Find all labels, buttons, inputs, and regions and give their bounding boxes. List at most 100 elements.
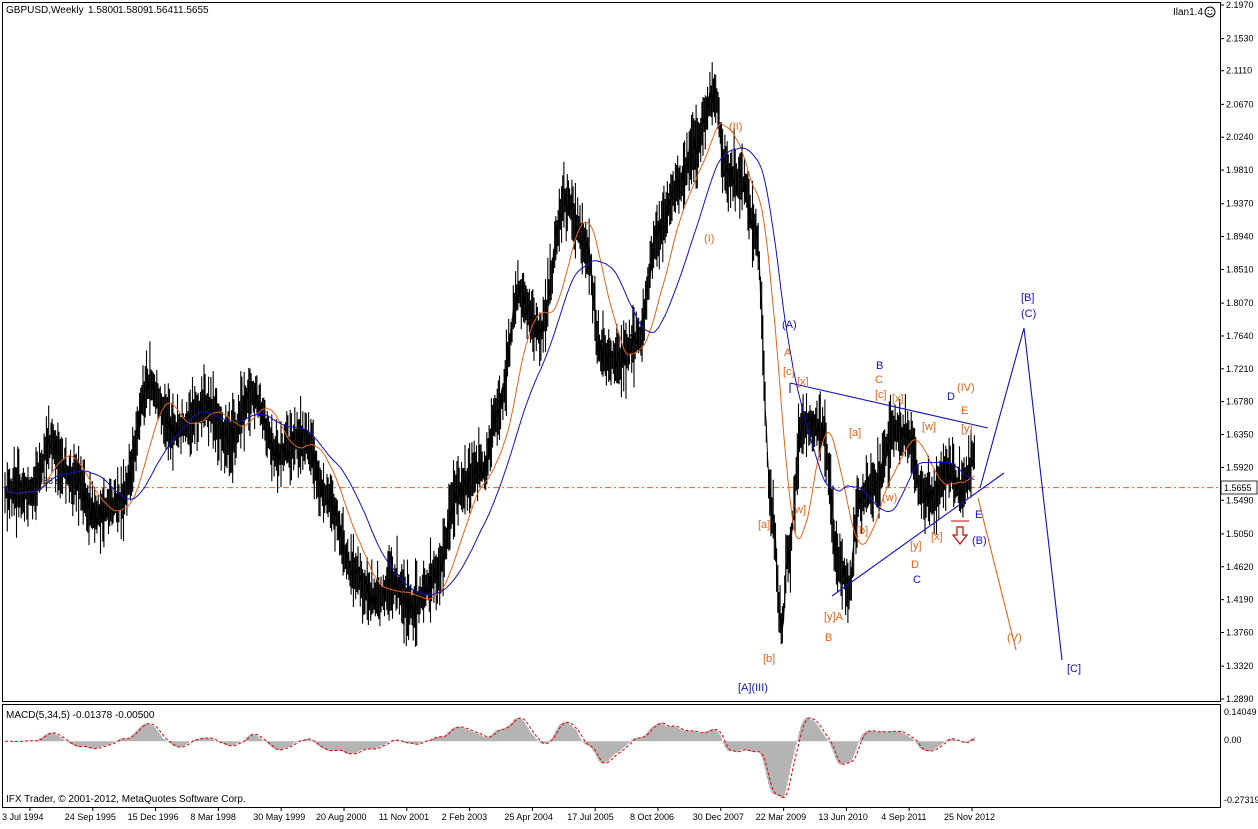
xtick-label: 4 Sep 2011 xyxy=(881,812,926,822)
xtick-label: 8 Mar 1998 xyxy=(190,812,236,822)
header-high: 1.5809 xyxy=(118,5,149,16)
wave-label: (I) xyxy=(704,233,714,245)
ytick-label: 1.9810 xyxy=(1226,165,1254,175)
header-close: 1.5655 xyxy=(178,5,209,16)
ytick-label: 1.3760 xyxy=(1226,628,1254,638)
moving-average-slow xyxy=(4,147,975,596)
xtick-label: 2 Feb 2003 xyxy=(442,812,488,822)
footer-copyright: IFX Trader, © 2001-2012, MetaQuotes Soft… xyxy=(6,794,246,805)
projection-blue-path xyxy=(979,327,1063,661)
xtick-label: 3 Jul 1994 xyxy=(2,812,44,822)
wave-label: [c] xyxy=(783,366,795,378)
header-low: 1.5641 xyxy=(148,5,179,16)
wave-labels-layer: (II)(I)(A)A[c][x]BC[c] [x] D(IV)E[y][a] [w]… xyxy=(704,121,1081,694)
xtick-label: 17 Jul 2005 xyxy=(567,812,614,822)
ytick-label: 1.5490 xyxy=(1226,495,1254,505)
ytick-label: 1.6350 xyxy=(1226,430,1254,440)
wave-label: [b] xyxy=(856,525,868,537)
xtick-label: 11 Nov 2001 xyxy=(379,812,429,822)
xtick-label: 15 Dec 1996 xyxy=(128,812,179,822)
triangle-lower-line xyxy=(831,472,1005,597)
macd-layer xyxy=(5,717,975,799)
main-plot-frame xyxy=(2,2,1221,702)
ytick-label: 1.4190 xyxy=(1226,595,1254,605)
wave-label: [b] xyxy=(763,653,775,665)
price-layer xyxy=(4,62,975,647)
ytick-label: 1.8940 xyxy=(1226,232,1254,242)
wave-label: C xyxy=(875,374,883,386)
ytick-label: 2.1110 xyxy=(1226,66,1252,76)
ytick-label: 2.0670 xyxy=(1226,99,1254,109)
xtick-label: 8 Oct 2006 xyxy=(630,812,674,822)
price-marker-box xyxy=(1220,480,1258,495)
down-arrow-icon xyxy=(951,520,969,545)
ytick-label: 1.2890 xyxy=(1226,694,1254,704)
xtick-label: 20 Aug 2000 xyxy=(316,812,367,822)
ytick-label: 1.3320 xyxy=(1226,661,1254,671)
header-open: 1.5800 xyxy=(88,5,119,16)
wave-label: D xyxy=(947,391,955,403)
ytick-label: 1.7210 xyxy=(1226,364,1254,374)
moving-averages-layer xyxy=(4,123,975,600)
wave-label: [x] xyxy=(892,393,904,405)
wave-label: [a] xyxy=(849,427,861,439)
price-axis: 2.1970 2.1530 2.1110 2.0670 2.0240 1.9810 1.93… xyxy=(1220,0,1254,704)
wave-label: (V) xyxy=(1007,632,1022,644)
wave-label: (B) xyxy=(972,535,987,547)
xtick-label: 24 Sep 1995 xyxy=(65,812,116,822)
ytick-label: 1.5050 xyxy=(1226,529,1254,539)
price-marker-label: 1.5655 xyxy=(1224,483,1252,493)
wave-label: (w) xyxy=(882,492,897,504)
ytick-label: 1.4620 xyxy=(1226,562,1254,572)
macd-ytick-top: 0.14049 xyxy=(1224,707,1257,717)
ytick-label: 1.8070 xyxy=(1226,298,1254,308)
projection-orange-path xyxy=(977,497,1017,651)
ytick-label: 1.8510 xyxy=(1226,264,1254,274)
ytick-label: 2.0240 xyxy=(1226,132,1254,142)
xtick-label: 30 Dec 2007 xyxy=(693,812,744,822)
wave-label: [w] xyxy=(922,421,936,433)
header-symbol: GBPUSD,Weekly xyxy=(6,5,84,16)
wave-label: B xyxy=(876,360,883,372)
macd-histogram xyxy=(11,717,975,799)
wave-label: [y] xyxy=(961,423,973,435)
macd-ytick-zero: 0.00 xyxy=(1224,735,1242,745)
wave-label: E xyxy=(961,405,968,417)
wave-label: D xyxy=(911,559,919,571)
wave-label: C xyxy=(913,574,921,586)
wave-label: A xyxy=(784,347,792,359)
ytick-label: 1.6780 xyxy=(1226,397,1254,407)
triangle-upper-line xyxy=(789,382,989,429)
wave-label: [C] xyxy=(1067,663,1081,675)
macd-label: MACD(5,34,5) -0.01378 -0.00500 xyxy=(6,710,155,721)
xtick-label: 25 Apr 2004 xyxy=(504,812,553,822)
ytick-label: 1.5920 xyxy=(1226,462,1254,472)
wave-label: [c] xyxy=(875,389,887,401)
smiley-icon xyxy=(1204,6,1216,18)
wave-label: B xyxy=(825,632,832,644)
wave-label: [A](III) xyxy=(738,682,768,694)
wave-label: [a] xyxy=(758,519,770,531)
wave-label: [y] xyxy=(910,540,922,552)
price-bars xyxy=(4,62,975,647)
wave-label: (II) xyxy=(729,121,742,133)
wave-label: E xyxy=(975,509,982,521)
wave-lines-layer xyxy=(789,327,1063,661)
ytick-label: 2.1970 xyxy=(1226,0,1254,10)
wave-label: (A) xyxy=(782,319,797,331)
macd-plot-frame xyxy=(2,704,1221,808)
macd-signal-line xyxy=(5,717,975,798)
wave-label: [B] xyxy=(1021,292,1034,304)
macd-ytick-bottom: -0.27319 xyxy=(1224,795,1258,805)
xtick-label: 30 May 1999 xyxy=(253,812,305,822)
wave-label: [x] xyxy=(931,531,943,543)
ytick-label: 1.7640 xyxy=(1226,331,1254,341)
time-axis: 3 Jul 1994 24 Sep 1995 15 Dec 1996 8 Mar 19… xyxy=(2,807,995,822)
wave-label: (IV) xyxy=(957,382,975,394)
level-label: #48153256 s... xyxy=(8,476,68,486)
xtick-label: 25 Nov 2012 xyxy=(944,812,995,822)
price-close-line xyxy=(4,86,975,629)
wave-label: [x] xyxy=(797,376,809,388)
